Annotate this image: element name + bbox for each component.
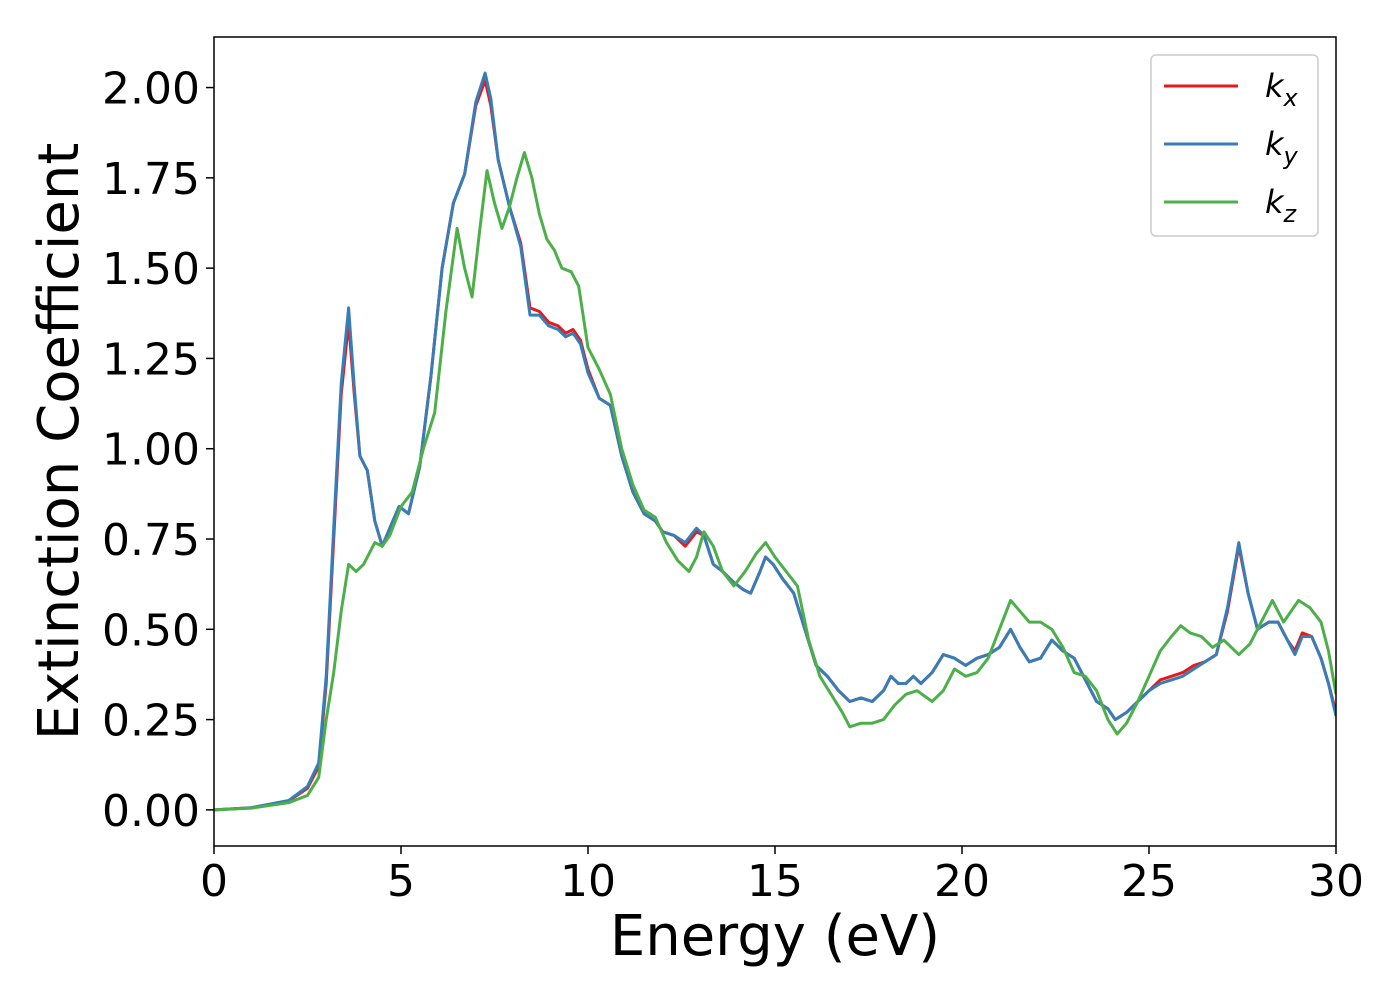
y-tick-label: 1.00 <box>102 425 200 476</box>
x-tick-label: 5 <box>387 856 415 907</box>
x-axis-title: Energy (eV) <box>610 904 940 969</box>
series-line-y <box>214 71 1336 812</box>
series-line-z <box>214 151 1336 812</box>
y-tick-label: 0.25 <box>102 696 200 747</box>
y-axis: 0.00 0.25 0.50 0.75 1.00 1.25 1.50 1.75 2.00 <box>102 64 214 837</box>
y-tick-label: 1.25 <box>102 334 200 385</box>
y-tick-label: 0.00 <box>102 786 200 837</box>
y-tick-label: 1.75 <box>102 154 200 205</box>
x-tick-label: 25 <box>1121 856 1177 907</box>
y-tick-label: 0.50 <box>102 605 200 656</box>
x-tick-label: 20 <box>934 856 990 907</box>
x-tick-label: 15 <box>747 856 803 907</box>
series-layer <box>214 71 1336 812</box>
y-tick-label: 2.00 <box>102 64 200 115</box>
x-tick-label: 0 <box>200 856 228 907</box>
y-axis-title: Extinction Coefficient <box>27 143 92 741</box>
x-tick-label: 30 <box>1308 856 1364 907</box>
y-tick-label: 0.75 <box>102 515 200 566</box>
x-axis: 0 5 10 15 20 25 30 <box>200 846 1364 907</box>
x-tick-label: 10 <box>560 856 616 907</box>
y-tick-label: 1.50 <box>102 244 200 295</box>
